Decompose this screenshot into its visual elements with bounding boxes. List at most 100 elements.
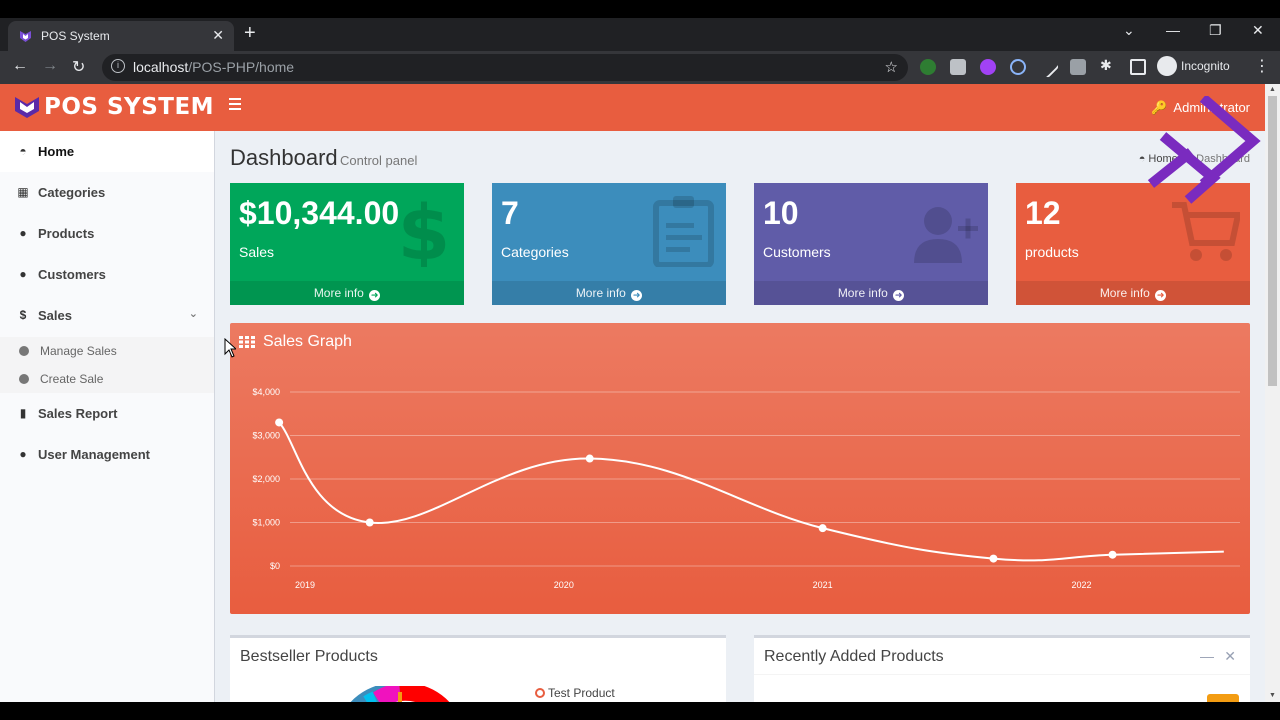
sidebar-item-user-management[interactable]: ● User Management — [0, 434, 214, 475]
minimize-icon[interactable]: — — [1166, 22, 1180, 38]
arrow-circle-right-icon: ➜ — [631, 290, 643, 301]
legend-item: Test Product — [535, 686, 615, 700]
more-info-link[interactable]: More info ➜ — [492, 281, 726, 305]
extension-icon[interactable] — [1070, 59, 1086, 75]
page-subtitle: Control panel — [340, 153, 418, 168]
tab-title: POS System — [41, 29, 110, 43]
y-tick-label: $1,000 — [252, 518, 280, 528]
stat-label: Customers — [763, 244, 831, 260]
scroll-up-icon[interactable]: ▲ — [1269, 86, 1276, 93]
data-point[interactable] — [1108, 550, 1117, 559]
stat-value: 7 — [501, 195, 519, 231]
stat-box-sales: $10,344.00 Sales $ More info ➜ — [230, 183, 464, 305]
stat-box-products: 12 products More info ➜ — [1016, 183, 1250, 305]
more-info-link[interactable]: More info ➜ — [754, 281, 988, 305]
dashboard-icon: ◓ — [1138, 153, 1149, 165]
browser-tab[interactable]: POS System ✕ — [8, 21, 234, 51]
circle-icon — [19, 374, 29, 384]
sales-graph-box: Sales Graph $0 $1,000 $2,000 $3,000 $4,000 20… — [230, 323, 1250, 614]
sidebar-item-home[interactable]: ◓ Home — [0, 131, 214, 172]
reload-icon[interactable]: ↻ — [72, 59, 86, 76]
shopping-cart-icon — [1172, 202, 1240, 261]
logo-mark-icon — [15, 97, 39, 118]
side-panel-icon[interactable] — [1130, 59, 1146, 75]
sidebar-subitem-manage-sales[interactable]: Manage Sales — [0, 337, 214, 365]
camera-extension-icon[interactable] — [950, 59, 966, 75]
bookmark-star-icon[interactable]: ☆ — [884, 59, 898, 76]
sales-line-chart: $0 $1,000 $2,000 $3,000 $4,000 2019 2020 2021 20… — [252, 387, 1240, 590]
forward-icon[interactable]: → — [42, 57, 58, 74]
more-info-link[interactable]: More info ➜ — [1016, 281, 1250, 305]
arrow-circle-right-icon: ➜ — [369, 290, 381, 301]
stat-label: Sales — [239, 244, 275, 260]
sidebar-item-sales[interactable]: $ Sales ⌄ — [0, 295, 214, 336]
react-extension-icon[interactable] — [1010, 59, 1026, 75]
svg-text:$: $ — [398, 193, 451, 267]
close-icon[interactable]: ✕ — [1224, 648, 1236, 664]
browser-toolbar: ← → ↻ i localhost/POS-PHP/home ☆ ✱ Incog… — [0, 51, 1280, 84]
stat-label: Categories — [501, 244, 569, 260]
page-scrollbar[interactable]: ▲ ▼ — [1265, 84, 1280, 702]
breadcrumb-home[interactable]: Home — [1148, 153, 1178, 165]
file-icon: ▮ — [19, 406, 27, 420]
sidebar-item-products[interactable]: ● Products — [0, 213, 214, 254]
arrow-circle-right-icon: ➜ — [893, 290, 905, 301]
y-tick-label: $4,000 — [252, 387, 280, 397]
more-info-link[interactable]: More info ➜ — [230, 281, 464, 305]
stat-value: 12 — [1025, 195, 1061, 231]
collapse-icon[interactable]: — — [1200, 648, 1214, 664]
pos-page: POS SYSTEM 🔑 Administrator ◓ Home ▦ Categor… — [0, 84, 1280, 702]
page-title: Dashboard — [230, 145, 338, 170]
site-info-icon[interactable]: i — [111, 59, 125, 73]
brand-logo[interactable]: POS SYSTEM — [0, 84, 215, 131]
incognito-profile[interactable]: Incognito — [1157, 56, 1230, 76]
sales-graph-title: Sales Graph — [263, 333, 352, 350]
new-tab-icon[interactable]: + — [244, 22, 256, 44]
pen-extension-icon[interactable] — [1036, 55, 1060, 79]
url-host: localhost — [133, 59, 189, 75]
window-close-icon[interactable]: ✕ — [1252, 22, 1264, 38]
extension-icon[interactable] — [920, 59, 936, 75]
back-icon[interactable]: ← — [12, 57, 28, 74]
sidebar-toggle-icon[interactable] — [229, 98, 241, 113]
channel-watermark-logo — [1147, 96, 1261, 204]
chevron-down-icon: ⌄ — [188, 308, 198, 320]
scroll-down-icon[interactable]: ▼ — [1269, 692, 1276, 699]
address-bar[interactable]: i localhost/POS-PHP/home ☆ — [102, 54, 908, 81]
puzzle-extensions-icon[interactable]: ✱ — [1100, 57, 1112, 73]
restore-icon[interactable]: ❐ — [1209, 22, 1222, 38]
price-badge — [1207, 694, 1239, 702]
product-hunt-icon: ● — [19, 226, 27, 240]
tab-search-icon[interactable]: ⌄ — [1123, 22, 1135, 38]
users-icon: ● — [19, 267, 27, 281]
data-point[interactable] — [989, 554, 998, 563]
url-path: /POS-PHP/home — [188, 59, 295, 75]
th-icon — [239, 336, 255, 348]
data-point[interactable] — [275, 418, 284, 427]
x-tick-label: 2019 — [295, 580, 315, 590]
sidebar-subitem-create-sale[interactable]: Create Sale — [0, 365, 214, 393]
close-tab-icon[interactable]: ✕ — [212, 27, 224, 43]
url-text[interactable]: localhost/POS-PHP/home — [133, 59, 294, 75]
sidebar-item-customers[interactable]: ● Customers — [0, 254, 214, 295]
sales-series-line — [278, 421, 1224, 562]
main-content: Dashboard Control panel ◓ Home > Dashboard… — [215, 131, 1265, 702]
top-navbar: POS SYSTEM 🔑 Administrator — [0, 84, 1265, 131]
y-tick-label: $2,000 — [252, 474, 280, 484]
sidebar-item-sales-report[interactable]: ▮ Sales Report — [0, 393, 214, 434]
dollar-icon: $ — [19, 308, 27, 322]
dashboard-icon: ◓ — [19, 144, 27, 158]
data-point[interactable] — [585, 454, 594, 463]
extension-icon[interactable] — [980, 59, 996, 75]
browser-menu-icon[interactable]: ⋮ — [1254, 58, 1270, 75]
key-icon: 🔑 — [1151, 100, 1168, 115]
circle-icon — [19, 346, 29, 356]
bestseller-pie-chart — [350, 686, 450, 702]
sidebar-item-categories[interactable]: ▦ Categories — [17, 185, 106, 200]
data-point[interactable] — [365, 518, 374, 527]
y-tick-label: $3,000 — [252, 431, 280, 441]
scroll-thumb[interactable] — [1268, 96, 1277, 386]
y-tick-label: $0 — [270, 561, 280, 571]
x-tick-label: 2020 — [554, 580, 574, 590]
data-point[interactable] — [818, 524, 827, 533]
